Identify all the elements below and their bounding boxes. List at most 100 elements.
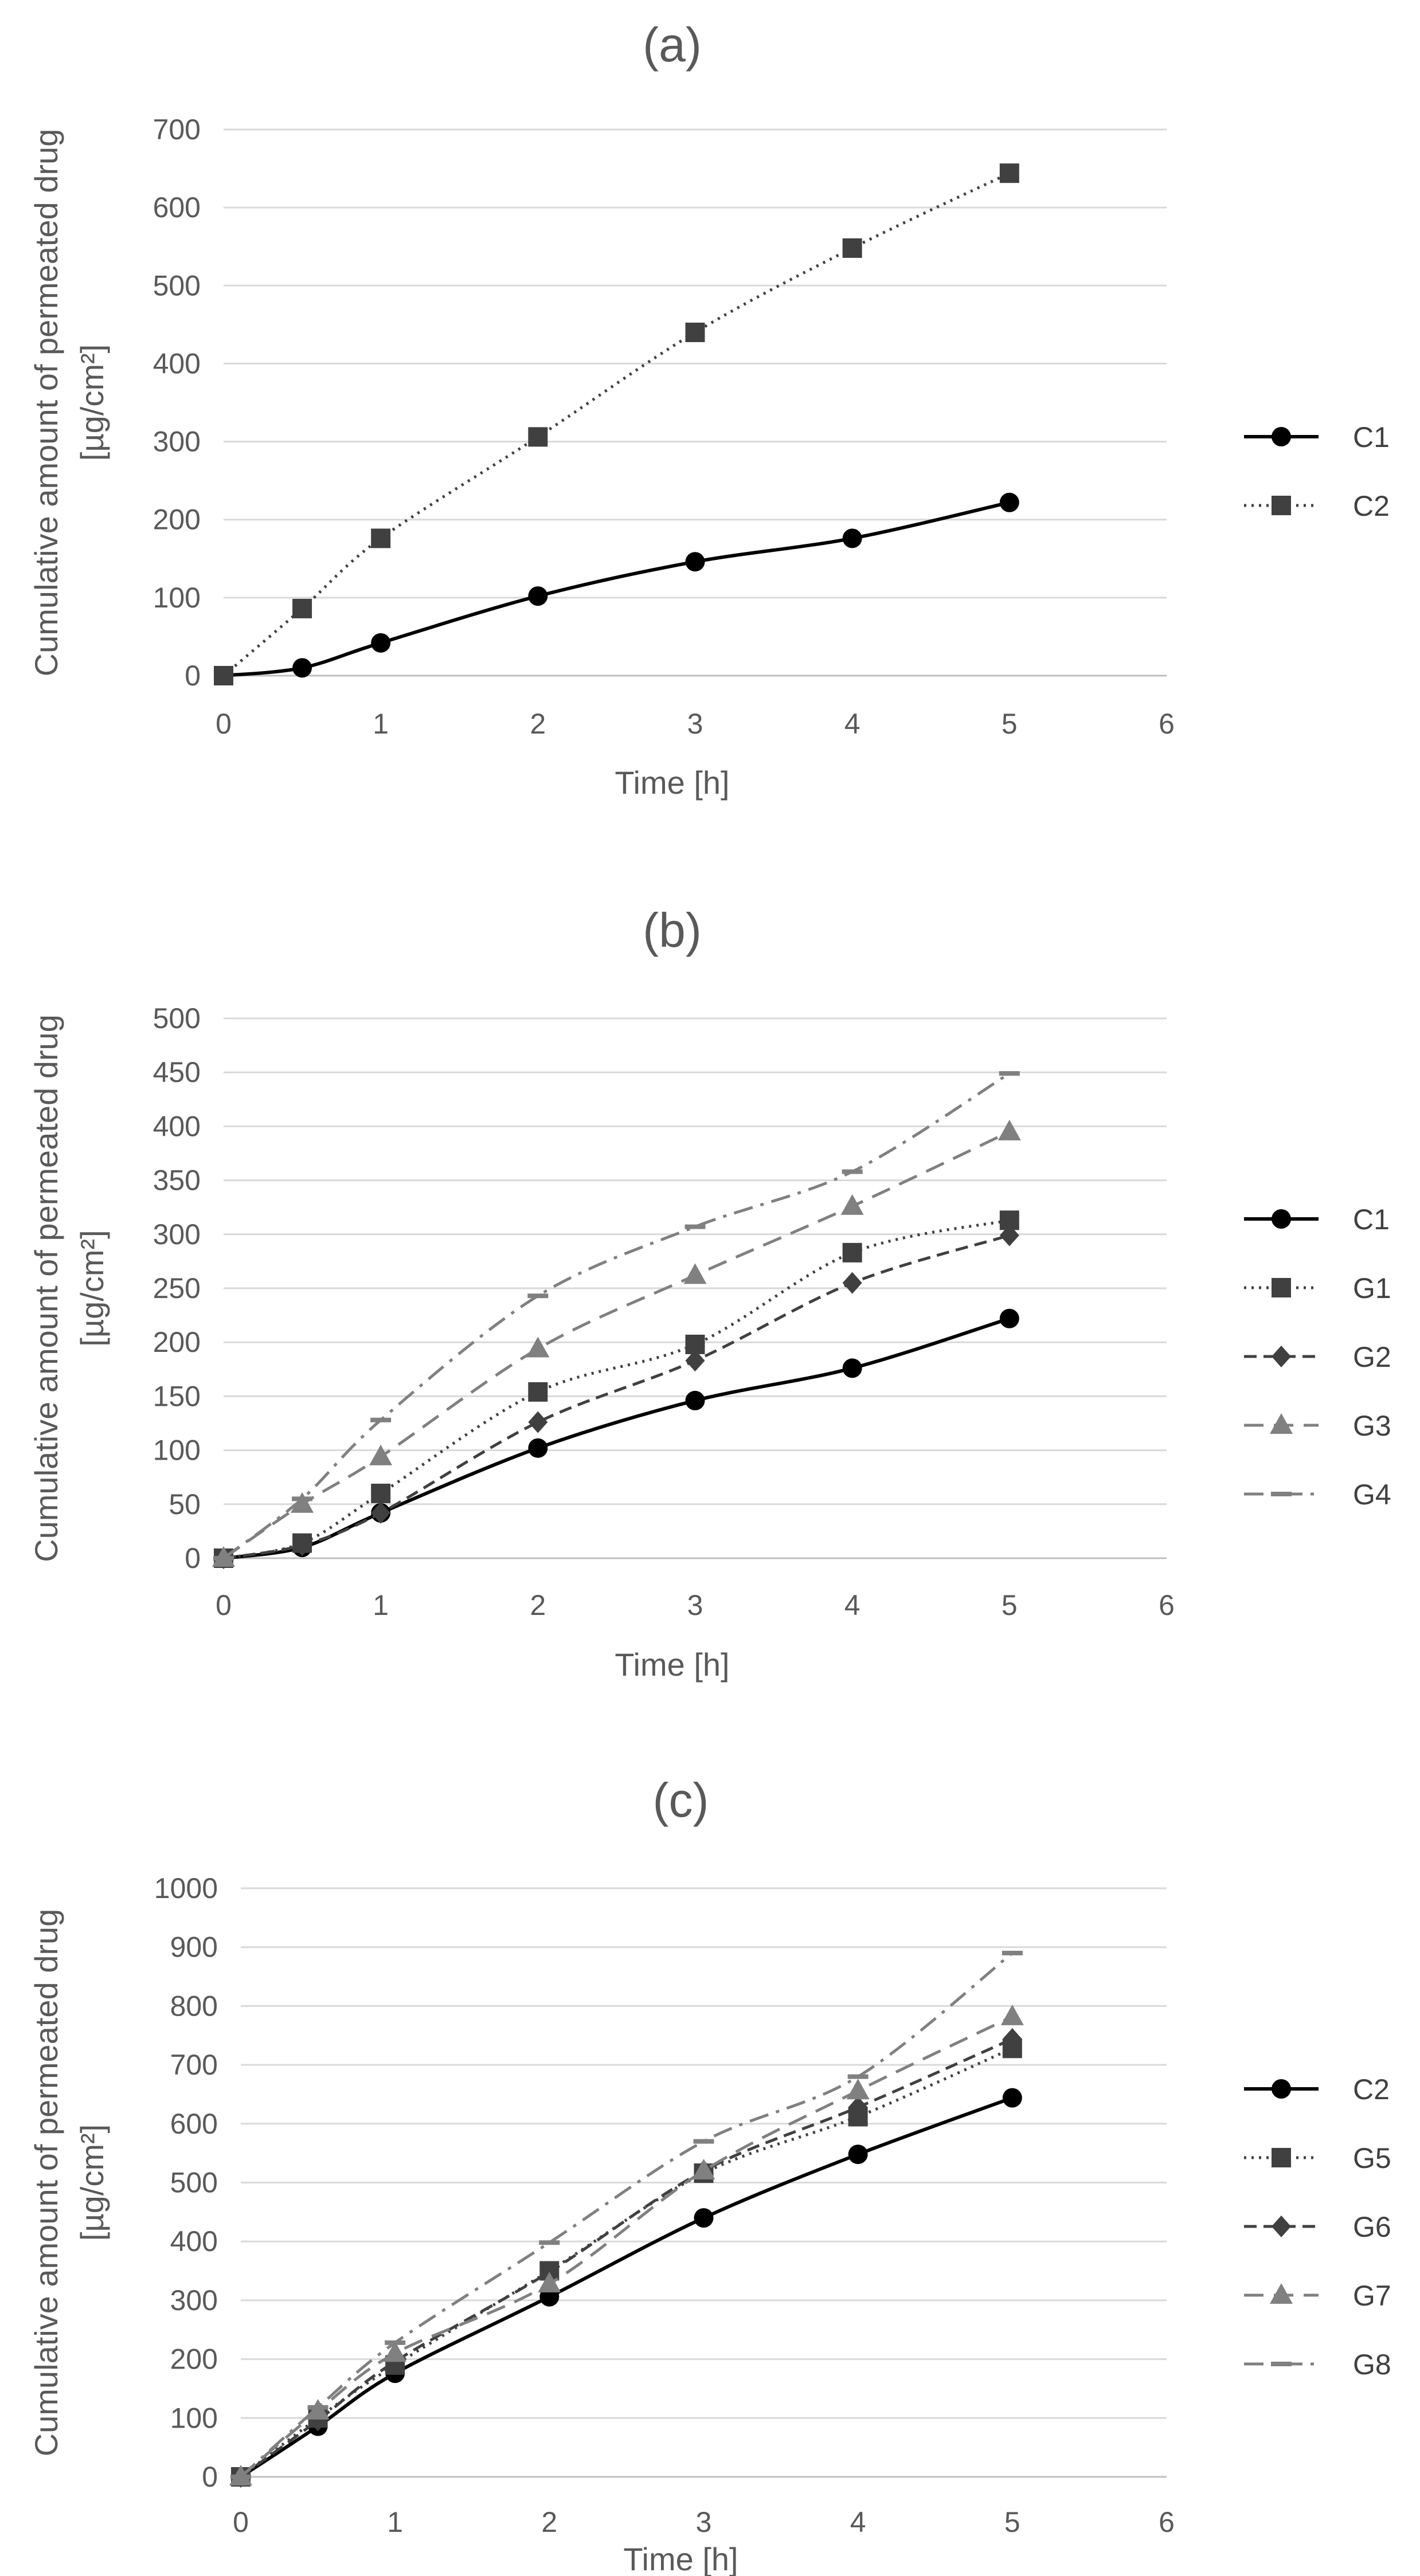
legend-marker — [1272, 1346, 1291, 1367]
data-point — [842, 528, 862, 548]
legend-marker — [1272, 1209, 1291, 1229]
legend-item-C1: C1 — [1244, 421, 1390, 453]
y-tick-label: 0 — [185, 1542, 201, 1574]
legend-item-G4: G4 — [1244, 1479, 1391, 1511]
chart-title: (a) — [643, 18, 702, 72]
y-tick-label: 100 — [153, 1434, 201, 1467]
chart-panel-1: (a) 0 100 200 300 400 500 600 700 0 1 2 3 4 5 6 Time [h]… — [28, 18, 1390, 801]
data-point — [370, 1417, 392, 1422]
legend-label: C2 — [1353, 2073, 1390, 2106]
y-tick-label: 800 — [170, 1990, 218, 2022]
data-point — [369, 1444, 393, 1465]
legend-marker — [1272, 2216, 1291, 2237]
data-point — [539, 2240, 560, 2245]
y-tick-label: 500 — [170, 2167, 218, 2199]
data-point — [528, 427, 548, 447]
data-point — [997, 1119, 1021, 1140]
legend-label: C1 — [1353, 1203, 1390, 1236]
y-axis-title: Cumulative amount of permeated drug — [28, 1014, 64, 1562]
series-line — [240, 2015, 1013, 2478]
y-tick-label: 50 — [169, 1488, 201, 1520]
data-point — [846, 2079, 870, 2100]
series-G2 — [214, 1224, 1019, 1569]
legend-label: G8 — [1353, 2348, 1391, 2381]
data-point — [230, 2475, 251, 2479]
legend-marker — [1272, 2079, 1291, 2099]
legend-marker — [1272, 427, 1291, 446]
series-G3 — [212, 1119, 1021, 1567]
y-tick-label: 200 — [153, 1326, 201, 1358]
x-axis-title: Time [h] — [615, 1646, 729, 1683]
legend-item-G6: G6 — [1244, 2211, 1391, 2243]
x-tick-label: 0 — [216, 708, 232, 740]
data-point — [292, 1534, 312, 1556]
series-line — [240, 2047, 1013, 2478]
data-point — [693, 2139, 714, 2144]
series-C2 — [214, 163, 1019, 685]
series-C1 — [214, 492, 1019, 685]
legend-label: C1 — [1353, 421, 1390, 453]
y-tick-label: 350 — [153, 1165, 201, 1197]
legend-item-G5: G5 — [1244, 2142, 1391, 2174]
series-line — [223, 1316, 1010, 1560]
x-tick-label: 6 — [1159, 2506, 1175, 2538]
y-tick-label: 300 — [153, 426, 201, 458]
data-point — [999, 163, 1019, 183]
x-tick-label: 2 — [541, 2506, 557, 2538]
y-tick-label: 200 — [153, 504, 201, 536]
y-tick-label: 100 — [170, 2402, 218, 2434]
y-axis-unit: [µg/cm²] — [74, 2124, 110, 2241]
x-tick-label: 6 — [1159, 708, 1175, 740]
y-tick-label: 0 — [185, 660, 201, 692]
series-G4 — [213, 1071, 1020, 1561]
y-tick-label: 500 — [153, 1002, 201, 1034]
legend-item-G2: G2 — [1244, 1341, 1391, 1373]
series-G5 — [231, 2038, 1022, 2487]
legend-item-G3: G3 — [1244, 1410, 1391, 1442]
data-point — [385, 2340, 406, 2345]
x-tick-label: 3 — [687, 708, 703, 740]
x-tick-label: 5 — [1002, 1589, 1018, 1621]
legend-marker — [1271, 1492, 1292, 1496]
y-tick-label: 700 — [153, 113, 201, 146]
legend-label: G1 — [1353, 1272, 1391, 1304]
y-tick-label: 450 — [153, 1056, 201, 1088]
data-point — [847, 2074, 869, 2079]
x-tick-label: 2 — [530, 1589, 546, 1621]
y-tick-label: 900 — [170, 1931, 218, 1963]
legend-label: G3 — [1353, 1410, 1391, 1442]
data-point — [684, 1224, 706, 1229]
data-point — [292, 598, 312, 618]
series-line — [240, 2096, 1013, 2479]
data-point — [840, 1194, 864, 1215]
x-tick-label: 3 — [696, 2506, 712, 2538]
y-tick-label: 150 — [153, 1380, 201, 1412]
chart-panel-2: (b) 0 50 100 150 200 250 300 350 400 450 500 0 1 2 3 4 5 6… — [28, 903, 1391, 1683]
series-line — [222, 1130, 1010, 1560]
data-point — [538, 2272, 561, 2293]
y-tick-label: 400 — [170, 2225, 218, 2257]
legend-label: G5 — [1353, 2142, 1391, 2174]
x-tick-label: 1 — [387, 2506, 403, 2538]
series-line — [222, 1072, 1011, 1559]
data-point — [1000, 2004, 1024, 2025]
data-point — [842, 238, 862, 258]
legend-marker — [1272, 496, 1291, 515]
legend-item-C2: C2 — [1244, 2073, 1390, 2106]
data-point — [842, 1358, 862, 1378]
x-tick-label: 4 — [844, 1589, 860, 1621]
legend-item-G1: G1 — [1244, 1272, 1391, 1304]
data-point — [528, 1411, 548, 1433]
data-point — [307, 2405, 328, 2410]
data-point — [842, 1272, 862, 1294]
data-point — [685, 552, 705, 572]
y-tick-label: 0 — [202, 2461, 218, 2493]
chart-panel-3: (c) 0 100 200 300 400 500 600 700 800 900 1000 0 1 2 3 4… — [28, 1773, 1391, 2576]
data-point — [999, 1224, 1019, 1246]
x-tick-label: 0 — [233, 2506, 249, 2538]
y-tick-label: 250 — [153, 1272, 201, 1304]
y-tick-label: 600 — [153, 191, 201, 224]
x-tick-label: 5 — [1002, 708, 1018, 740]
series-G7 — [229, 2004, 1024, 2485]
x-tick-label: 3 — [687, 1589, 703, 1621]
